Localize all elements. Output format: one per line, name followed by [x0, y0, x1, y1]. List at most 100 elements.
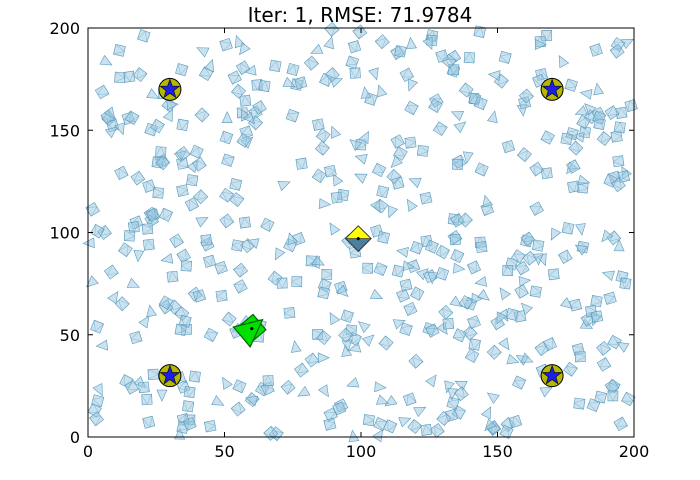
particle-marker [295, 157, 308, 170]
particle-marker [303, 55, 319, 71]
particle-marker [114, 165, 129, 181]
particle-marker [117, 242, 133, 258]
particle-marker [399, 278, 413, 292]
particle-marker [260, 217, 275, 232]
particle-marker [286, 62, 300, 77]
particle-marker [231, 83, 246, 99]
particle-marker [407, 78, 419, 92]
particle-marker [449, 233, 461, 246]
particle-marker [311, 255, 325, 266]
particle-marker [323, 36, 334, 50]
particle-marker [487, 70, 501, 81]
particle-marker [499, 424, 514, 439]
particle-marker [435, 244, 451, 260]
y-tick-label: 150 [49, 121, 80, 140]
particle-marker [166, 99, 179, 111]
particle-marker [195, 217, 209, 228]
particle-marker [574, 244, 588, 256]
particle-marker [601, 270, 615, 282]
particle-marker [239, 42, 251, 56]
anchor-marker [158, 364, 182, 388]
particle-marker [94, 84, 110, 100]
particle-marker [156, 389, 168, 402]
particle-marker [184, 197, 200, 212]
particle-marker [399, 67, 415, 83]
particle-marker [332, 401, 347, 416]
particle-marker [321, 268, 333, 280]
particle-marker [89, 411, 104, 427]
particle-marker [584, 103, 597, 116]
particle-marker [474, 162, 489, 177]
particle-marker [563, 361, 578, 377]
particle-marker [314, 140, 330, 156]
particle-marker [462, 151, 474, 165]
particle-marker [496, 311, 507, 325]
particle-marker [512, 375, 527, 390]
particle-marker [569, 298, 583, 312]
particle-marker [324, 67, 340, 83]
particle-marker [267, 270, 283, 286]
particle-marker [409, 286, 425, 301]
particle-marker [586, 398, 601, 413]
particle-marker [409, 240, 424, 255]
x-tick-label: 100 [346, 442, 377, 461]
x-tick-label: 200 [619, 442, 650, 461]
particle-marker [539, 386, 553, 398]
particle-marker [560, 297, 573, 309]
particle-marker [219, 213, 235, 229]
particle-marker [451, 158, 463, 170]
particle-marker [141, 223, 154, 235]
particle-marker [499, 287, 511, 301]
particle-marker [576, 114, 591, 130]
particle-marker [285, 108, 300, 123]
particle-marker [86, 275, 99, 288]
particle-marker [514, 284, 529, 299]
anchors-layer [158, 77, 564, 388]
particle-marker [575, 223, 586, 236]
particle-marker [312, 118, 325, 131]
particle-marker [229, 178, 243, 191]
particle-marker [91, 394, 105, 408]
particle-marker [518, 275, 532, 287]
particle-marker [396, 247, 409, 258]
particle-marker [482, 194, 493, 208]
particle-marker [613, 121, 626, 134]
particle-marker [329, 222, 341, 236]
particle-marker [107, 290, 119, 305]
particle-marker [419, 191, 433, 205]
particle-marker [269, 59, 282, 73]
particle-marker [219, 187, 234, 203]
particle-marker [615, 106, 628, 119]
particle-marker [452, 328, 467, 343]
particle-marker [318, 198, 332, 209]
particle-marker [398, 417, 412, 428]
particle-marker [297, 385, 311, 397]
particle-marker [160, 253, 174, 264]
particle-marker [596, 357, 612, 372]
particle-marker [317, 384, 329, 398]
particle-marker [425, 323, 440, 338]
particle-marker [222, 376, 233, 390]
particle-marker [480, 406, 492, 420]
particle-marker [330, 191, 343, 204]
particle-marker [294, 76, 308, 90]
particle-marker [386, 168, 402, 184]
particle-marker [323, 417, 337, 431]
particle-marker [246, 238, 260, 249]
particle-marker [596, 340, 612, 356]
particle-marker [392, 319, 406, 330]
particle-marker [547, 268, 560, 281]
particle-marker [529, 161, 545, 177]
estimate-marker [344, 225, 372, 253]
particle-marker [463, 51, 476, 64]
particle-marker [142, 238, 155, 251]
particle-marker [436, 411, 452, 427]
particle-marker [219, 130, 234, 145]
particle-marker [550, 227, 562, 241]
particle-marker [194, 107, 210, 123]
particle-marker [515, 260, 530, 276]
particle-marker [362, 262, 374, 274]
particle-marker [590, 294, 603, 308]
particle-marker [323, 407, 338, 422]
